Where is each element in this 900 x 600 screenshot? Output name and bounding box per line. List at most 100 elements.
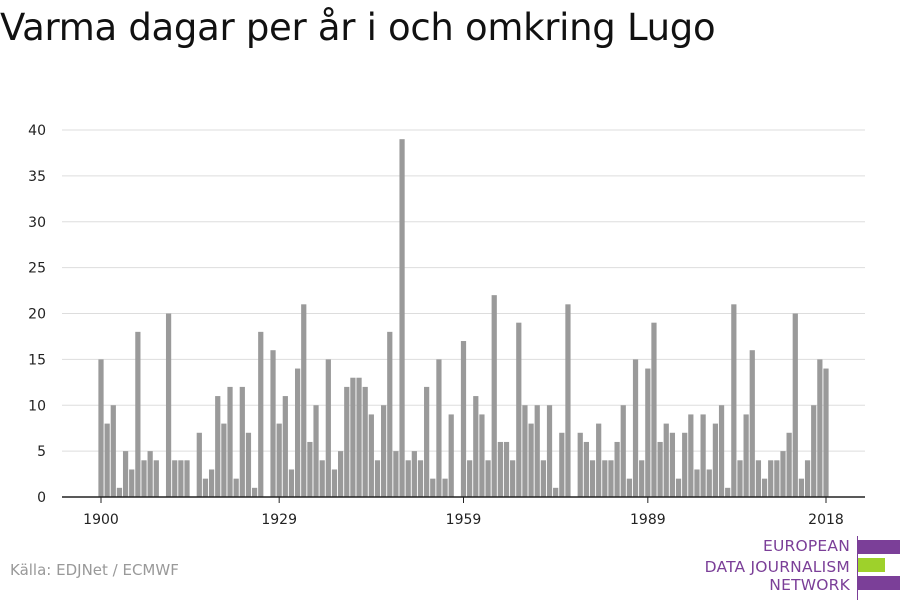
bar [553, 487, 559, 497]
bar [313, 405, 319, 497]
bar [786, 432, 792, 497]
bar [749, 350, 755, 497]
bar [350, 377, 356, 497]
bar [399, 139, 405, 498]
bar [178, 460, 184, 497]
bar [774, 460, 780, 497]
x-tick-label: 1989 [630, 512, 666, 528]
bar [522, 405, 528, 497]
bar [688, 414, 694, 497]
bar [540, 460, 546, 497]
y-axis-tick-labels: 0 5 10 15 20 25 30 35 40 [28, 123, 46, 506]
bar [725, 487, 731, 497]
bar [208, 469, 215, 497]
bar [811, 405, 817, 497]
bar [596, 423, 602, 497]
bar [614, 441, 620, 497]
bar [657, 441, 663, 497]
bar [362, 386, 368, 497]
bar [743, 414, 749, 497]
bar [503, 441, 510, 497]
bar [479, 414, 485, 497]
bar [559, 432, 565, 497]
bar [761, 478, 768, 497]
bar [129, 469, 135, 497]
bar [325, 359, 331, 497]
bar [288, 469, 295, 497]
bar [626, 478, 633, 497]
bar [344, 386, 350, 497]
bar [712, 423, 719, 497]
bar [700, 414, 706, 497]
bar [565, 304, 571, 497]
bar [294, 368, 301, 497]
bar [528, 423, 534, 497]
bar [196, 432, 202, 497]
bar [393, 451, 399, 497]
logo-bar-top [858, 540, 900, 554]
bar [442, 478, 448, 497]
logo-bar-bottom [858, 576, 900, 590]
y-tick-label: 25 [28, 261, 46, 277]
logo-text-line3: NETWORK [769, 576, 850, 594]
chart-title: Varma dagar per år i och omkring Lugo [0, 6, 716, 49]
bar [516, 322, 522, 497]
bar [651, 322, 657, 497]
x-axis: 1900 1929 1959 1989 2018 [62, 496, 865, 528]
bar [577, 432, 583, 497]
x-tick-label: 1900 [83, 512, 119, 528]
bar [147, 451, 153, 497]
bar [282, 396, 288, 497]
bar [823, 368, 829, 497]
bar [307, 441, 313, 497]
source-label: Källa: EDJNet / ECMWF [10, 561, 179, 579]
x-tick-label: 1929 [261, 512, 297, 528]
bar [706, 469, 712, 497]
bar [460, 341, 467, 497]
bar [430, 478, 436, 497]
y-tick-label: 5 [37, 444, 46, 460]
bar [731, 304, 737, 497]
bar [718, 405, 725, 497]
bar [301, 304, 307, 497]
bar [497, 441, 503, 497]
bar [98, 359, 104, 497]
bar [411, 451, 417, 497]
bar [270, 350, 276, 497]
bar [534, 405, 540, 497]
bar [135, 331, 141, 497]
y-tick-label: 40 [28, 123, 46, 139]
bar [387, 331, 393, 497]
bar [110, 405, 116, 497]
bar [331, 469, 338, 497]
bar [202, 478, 209, 497]
bar [436, 359, 442, 497]
bar [675, 478, 682, 497]
bar [251, 487, 258, 497]
bar [682, 432, 688, 497]
bar [424, 386, 430, 497]
bar [338, 451, 344, 497]
bar [227, 386, 233, 497]
bar [602, 460, 608, 497]
bar [817, 359, 823, 497]
bar [485, 460, 491, 497]
bar [215, 396, 221, 497]
bar [276, 423, 282, 497]
bar [780, 451, 786, 497]
y-tick-label: 35 [28, 169, 46, 185]
bar [104, 423, 110, 497]
bar [669, 432, 676, 497]
x-tick-label: 1959 [446, 512, 482, 528]
bar [491, 295, 497, 497]
bar [405, 460, 411, 497]
logo-divider [857, 536, 858, 600]
bar [448, 414, 454, 497]
bar [583, 441, 589, 497]
bar [768, 460, 774, 497]
y-tick-label: 10 [28, 398, 46, 414]
bar [153, 460, 159, 497]
bar [172, 460, 178, 497]
bar [737, 460, 743, 497]
